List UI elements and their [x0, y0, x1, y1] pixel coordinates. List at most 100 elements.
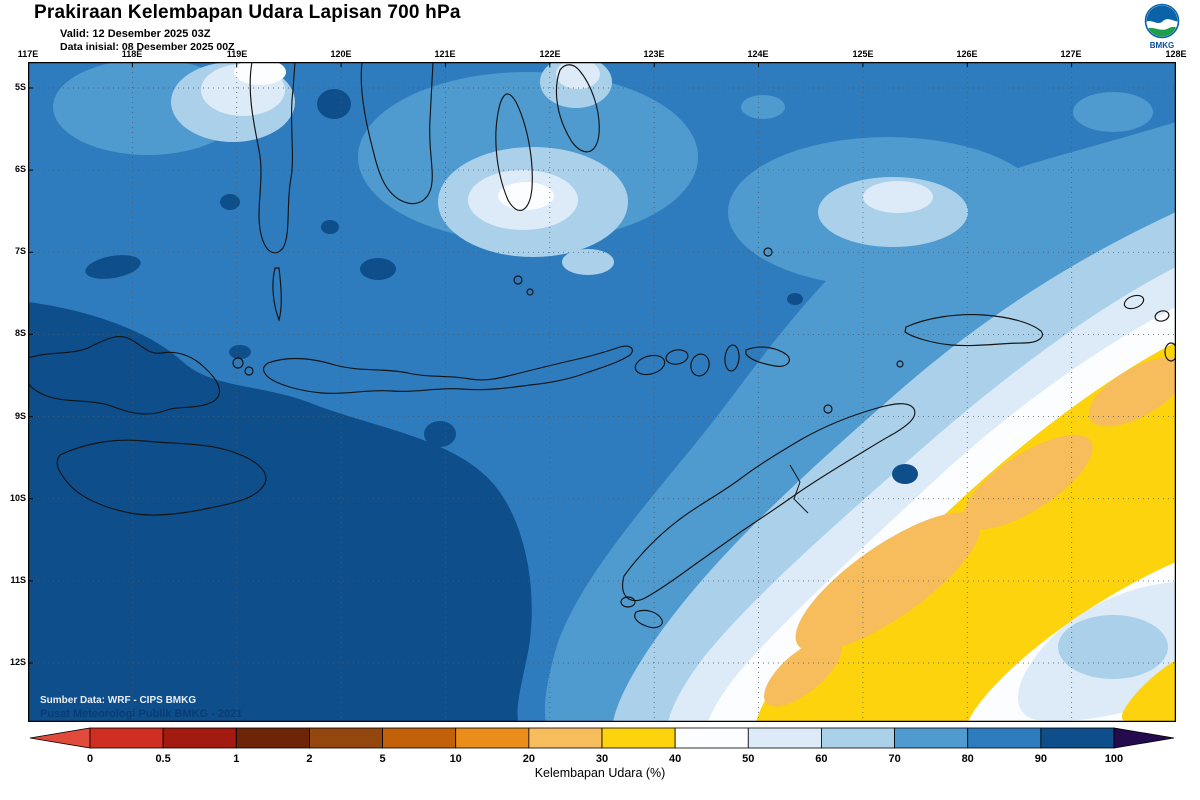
- coastline-solor: [690, 353, 710, 377]
- colorbar-labels: 0 0.5 1 2 5 10 20 30 40 50 60 70 80 90 1…: [87, 753, 1123, 765]
- coastline-romang: [1123, 294, 1145, 310]
- blob-90-100-top: [317, 89, 351, 119]
- lon-label-125e: 125E: [852, 49, 874, 59]
- patch-40-50-center: [498, 182, 554, 210]
- colorbar-label-30: 30: [596, 753, 608, 765]
- map-credit-org: Pusat Meteorologi Publik BMKG - 2021: [40, 708, 242, 720]
- colorbar-seg-70-80: [894, 727, 969, 749]
- colorbar-label-2: 2: [306, 753, 312, 765]
- bmkg-logo-icon: BMKG: [1144, 3, 1180, 50]
- colorbar-seg-05-1: [162, 727, 237, 749]
- colorbar-seg-20-30: [528, 727, 603, 749]
- colorbar-seg-1-2: [235, 727, 310, 749]
- coastline-timor: [622, 403, 916, 602]
- lon-label-124e: 124E: [747, 49, 769, 59]
- coastline-komodo: [232, 357, 244, 369]
- lat-label-12s: 12S: [9, 657, 26, 667]
- colorbar-caption: Kelembapan Udara (%): [534, 766, 666, 780]
- patch-70-80-top-small: [741, 95, 785, 119]
- blob-90-100-mid: [360, 258, 396, 280]
- colorbar-label-80: 80: [962, 753, 974, 765]
- blob-90-100-alor: [787, 293, 803, 305]
- coastline-flores: [262, 345, 633, 394]
- lat-label-8s: 8S: [14, 328, 26, 338]
- coastline-adonara: [665, 349, 689, 365]
- colorbar-label-100: 100: [1105, 753, 1123, 765]
- colorbar-label-70: 70: [888, 753, 900, 765]
- coastline-selayar: [272, 267, 282, 322]
- lat-label-9s: 9S: [14, 411, 26, 421]
- lon-label-119e: 119E: [226, 49, 248, 59]
- lat-label-5s: 5S: [14, 82, 26, 92]
- lon-label-126e: 126E: [956, 49, 978, 59]
- lon-label-123e: 123E: [643, 49, 665, 59]
- coastline-buton: [495, 93, 533, 212]
- map-credit-source: Sumber Data: WRF - CIPS BMKG: [40, 695, 196, 706]
- blob-90-100-mid-2: [220, 194, 240, 210]
- coastline-rote: [634, 609, 663, 629]
- lat-label-11s: 11S: [10, 575, 26, 585]
- colorbar-seg-90-100: [1040, 727, 1115, 749]
- coastlines: [28, 62, 1176, 629]
- region-rh-20-30-core-2: [963, 434, 1093, 530]
- lon-label-118e: 118E: [121, 49, 143, 59]
- coastline-semau: [620, 596, 636, 608]
- lat-label-10s: 10S: [9, 493, 26, 503]
- region-rh-90-100-southwest: [28, 302, 532, 722]
- lon-label-120e: 120E: [330, 49, 352, 59]
- coastline-lembata: [634, 354, 666, 376]
- coastline-small-island: [763, 247, 773, 257]
- lon-label-128e: 128E: [1165, 49, 1187, 59]
- colorbar-label-60: 60: [815, 753, 827, 765]
- initial-time-label: Data inisial: 08 Desember 2025 00Z: [60, 41, 235, 53]
- coastline-atauro: [823, 404, 833, 414]
- coastline-muna: [555, 64, 600, 153]
- coastline-wetar: [904, 314, 1043, 347]
- page-title: Prakiraan Kelembapan Udara Lapisan 700 h…: [34, 2, 461, 23]
- patch-70-80-topright: [1073, 92, 1153, 132]
- lat-label-6s: 6S: [14, 164, 26, 174]
- colorbar-label-50: 50: [742, 753, 754, 765]
- colorbar-seg-2-5: [309, 727, 383, 749]
- lon-label-121e: 121E: [434, 49, 456, 59]
- colorbar-seg-50-60: [747, 727, 822, 749]
- region-rh-20-30-core-4: [764, 637, 842, 707]
- colorbar-label-1: 1: [233, 753, 239, 765]
- coastline-alor: [745, 346, 790, 367]
- colorbar-seg-30-40: [601, 727, 676, 749]
- valid-time-label: Valid: 12 Desember 2025 03Z: [60, 28, 211, 40]
- lon-label-127e: 127E: [1060, 49, 1082, 59]
- coastline-se-sulawesi: [360, 62, 434, 205]
- coastline-wakatobi-1: [513, 275, 523, 285]
- patch-60-70-mid-small: [562, 249, 614, 275]
- blob-90-100-timor: [892, 464, 918, 484]
- colorbar-label-5: 5: [380, 753, 386, 765]
- coastline-sumbawa: [28, 336, 220, 415]
- lon-label-117e: 117E: [17, 49, 39, 59]
- logo-label: BMKG: [1150, 41, 1174, 50]
- patch-50-60-right: [863, 181, 933, 213]
- colorbar-legend: 0 0.5 1 2 5 10 20 30 40 50 60 70 80 90 1…: [29, 727, 1175, 765]
- colorbar-label-0: 0: [87, 753, 93, 765]
- patch-50-60-topcenter-small: [556, 62, 600, 89]
- colorbar-seg-10-20: [455, 727, 530, 749]
- colorbar-seg-40-50: [674, 727, 749, 749]
- coastline-wakatobi-2: [526, 288, 534, 296]
- blob-90-100-sumbawa: [229, 345, 251, 359]
- coastline-sumba: [56, 439, 267, 516]
- graticule: [28, 62, 1176, 722]
- coastline-rinca: [244, 366, 254, 376]
- region-rh-30-40-corner-sliver: [1121, 660, 1176, 722]
- colorbar-label-90: 90: [1035, 753, 1047, 765]
- coastline-east-island: [1164, 342, 1176, 362]
- colorbar-arrow-high: [1113, 727, 1175, 749]
- patch-40-50-topleft: [234, 62, 286, 85]
- lat-label-7s: 7S: [14, 246, 26, 256]
- colorbar-seg-5-10: [382, 727, 457, 749]
- lon-label-122e: 122E: [539, 49, 561, 59]
- colorbar-seg-80-90: [967, 727, 1042, 749]
- coastline-damar: [1154, 310, 1170, 322]
- map-canvas: Sumber Data: WRF - CIPS BMKG Pusat Meteo…: [28, 62, 1176, 722]
- coastline-south-sulawesi: [249, 62, 296, 254]
